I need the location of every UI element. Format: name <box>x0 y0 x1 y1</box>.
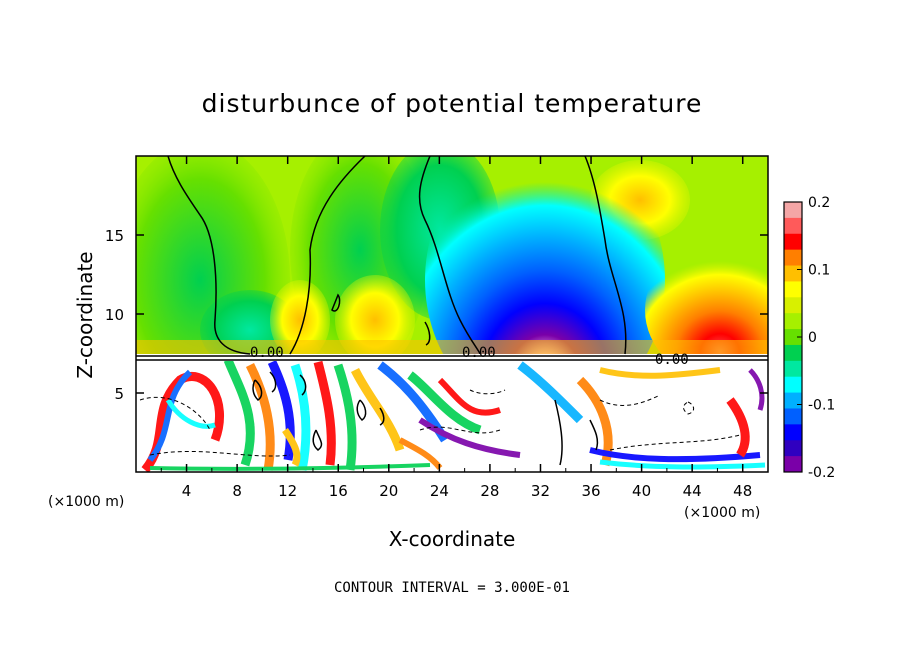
colorbar-swatch <box>784 440 802 457</box>
contour-interval-note: CONTOUR INTERVAL = 3.000E-01 <box>334 580 570 596</box>
x-tick-label: 32 <box>531 482 550 500</box>
colorbar-swatch <box>784 408 802 425</box>
x-tick-label: 28 <box>480 482 499 500</box>
x-tick-label: 12 <box>278 482 297 500</box>
colorbar-tick-label: 0 <box>808 330 817 346</box>
contour-lines <box>136 156 768 466</box>
colorbar-swatch <box>784 456 802 473</box>
x-tick-label: 24 <box>430 482 449 500</box>
colorbar-swatch <box>784 281 802 298</box>
colorbar-tick-label: 0.2 <box>808 195 830 211</box>
x-axis-label: X-coordinate <box>389 527 516 551</box>
colorbar-swatch <box>784 392 802 409</box>
colorbar-swatch <box>784 249 802 267</box>
y-tick-label: 10 <box>105 306 124 324</box>
colorbar-swatch <box>784 297 802 314</box>
x-tick-label: 20 <box>379 482 398 500</box>
x-tick-label: 4 <box>182 482 192 500</box>
x-tick-label: 16 <box>329 482 348 500</box>
colorbar-swatch <box>784 313 802 330</box>
colorbar-swatch <box>784 329 802 346</box>
colorbar-swatch <box>784 202 802 219</box>
contour-label: 0.00 <box>655 352 689 368</box>
chart-title: disturbunce of potential temperature <box>202 89 703 118</box>
x-tick-label: 44 <box>683 482 702 500</box>
x-unit-left: (×1000 m) <box>48 494 124 510</box>
colorbar-tick-label: 0.1 <box>808 263 830 279</box>
colorbar-swatch <box>784 360 802 378</box>
x-tick-label: 40 <box>632 482 651 500</box>
colorbar-swatch <box>784 265 802 282</box>
colorbar-tick-label: -0.2 <box>808 465 835 481</box>
x-tick-label: 36 <box>581 482 600 500</box>
colorbar-swatch <box>784 424 802 441</box>
y-tick-label: 15 <box>105 227 124 245</box>
colorbar: 0.2 0.1 0 -0.1 -0.2 <box>783 195 835 481</box>
heatmap-field <box>136 156 768 472</box>
colorbar-swatch <box>784 217 802 235</box>
x-tick-label: 8 <box>232 482 242 500</box>
colorbar-swatch <box>784 344 802 362</box>
x-tick-label: 48 <box>733 482 752 500</box>
colorbar-swatch <box>784 376 802 394</box>
y-tick-label: 5 <box>114 385 124 403</box>
contour-label: 0.00 <box>462 345 496 361</box>
x-unit-right: (×1000 m) <box>684 505 760 521</box>
x-axis: 4 8 12 16 20 24 28 32 36 40 44 48 <box>160 156 752 500</box>
colorbar-tick-label: -0.1 <box>808 398 835 414</box>
colorbar-swatch <box>784 233 802 251</box>
y-axis: 5 10 15 <box>105 227 768 403</box>
contour-label: 0.00 <box>250 345 284 361</box>
y-axis-label: Z-coordinate <box>73 251 97 378</box>
